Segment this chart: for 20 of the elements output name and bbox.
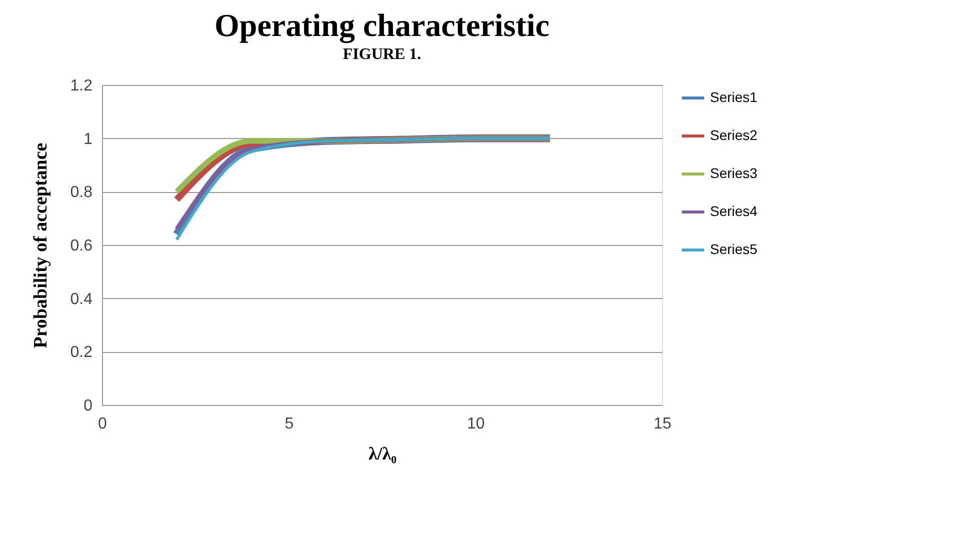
- y-tick-label: 0: [84, 398, 93, 414]
- y-tick-label: 1.2: [70, 78, 93, 94]
- legend-label: Series2: [710, 127, 758, 143]
- y-axis-title: Probability of acceptance: [30, 142, 52, 348]
- legend-label: Series1: [710, 89, 758, 105]
- x-tick-label: 10: [466, 416, 485, 432]
- legend-label: Series3: [710, 165, 758, 181]
- y-tick-label: 0.2: [70, 344, 93, 362]
- legend-label: Series4: [710, 203, 758, 219]
- y-tick-label: 1: [84, 130, 93, 148]
- x-tick-label: 0: [98, 416, 108, 432]
- y-tick-label: 0.4: [70, 290, 93, 308]
- chart-title: Operating characteristic: [214, 7, 550, 44]
- legend-label: Series5: [710, 241, 758, 257]
- caption: FIGURE 1.: [342, 46, 422, 63]
- y-tick-label: 0.6: [70, 238, 93, 254]
- x-axis-title: λ/λ₀: [368, 444, 397, 464]
- y-tick-label: 0.8: [70, 184, 93, 202]
- x-tick-label: 15: [654, 416, 672, 432]
- x-tick-label: 5: [284, 416, 294, 432]
